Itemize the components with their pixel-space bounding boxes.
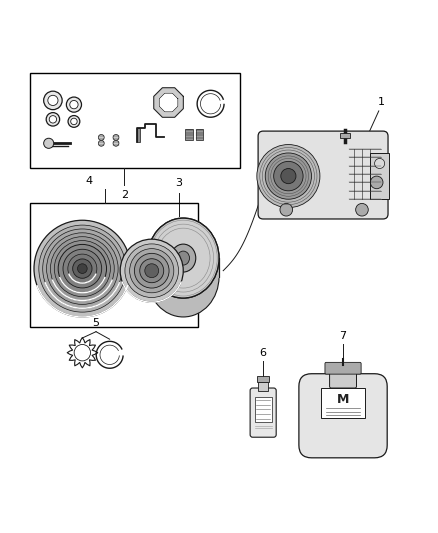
Circle shape (265, 187, 274, 195)
Circle shape (280, 204, 293, 216)
Bar (340, 133, 350, 138)
Polygon shape (148, 258, 219, 277)
Text: 2: 2 (121, 190, 128, 199)
Text: 1: 1 (378, 96, 385, 107)
Bar (255, 397, 272, 422)
Circle shape (42, 229, 122, 308)
Bar (196, 128, 203, 140)
Circle shape (63, 249, 102, 288)
Circle shape (73, 259, 92, 278)
Circle shape (120, 239, 183, 302)
Circle shape (54, 240, 110, 297)
Circle shape (44, 138, 54, 148)
Polygon shape (159, 93, 178, 112)
Circle shape (140, 259, 164, 282)
Polygon shape (137, 128, 140, 142)
Bar (30, 204, 198, 327)
Circle shape (134, 253, 169, 288)
Circle shape (48, 95, 58, 106)
Circle shape (125, 244, 179, 297)
FancyBboxPatch shape (258, 131, 388, 219)
Circle shape (46, 112, 60, 126)
Circle shape (46, 233, 118, 304)
Circle shape (44, 91, 62, 110)
Circle shape (34, 220, 131, 317)
Circle shape (68, 116, 80, 127)
Circle shape (374, 158, 385, 168)
Circle shape (70, 100, 78, 109)
Bar (258, 382, 268, 391)
Bar (371, 153, 389, 199)
Bar (257, 376, 269, 382)
Circle shape (265, 153, 311, 199)
Ellipse shape (148, 237, 219, 317)
Circle shape (98, 134, 104, 140)
Circle shape (49, 116, 57, 123)
Circle shape (67, 97, 81, 112)
Circle shape (257, 144, 320, 208)
Text: 5: 5 (92, 318, 99, 328)
Ellipse shape (171, 244, 196, 272)
Circle shape (98, 140, 104, 146)
Circle shape (58, 245, 106, 293)
Text: 4: 4 (85, 176, 92, 186)
Circle shape (68, 254, 97, 283)
FancyBboxPatch shape (299, 374, 387, 458)
Circle shape (356, 204, 368, 216)
Ellipse shape (148, 218, 219, 298)
FancyBboxPatch shape (329, 370, 357, 388)
Ellipse shape (177, 251, 190, 265)
Bar (321, 387, 365, 418)
Text: 3: 3 (176, 178, 183, 188)
Text: 7: 7 (339, 331, 346, 341)
Bar (185, 128, 193, 140)
Circle shape (371, 176, 383, 189)
Ellipse shape (148, 218, 219, 298)
Text: 6: 6 (260, 348, 267, 358)
Circle shape (71, 118, 77, 125)
Circle shape (113, 134, 119, 140)
Circle shape (145, 264, 159, 278)
Circle shape (130, 248, 174, 293)
Polygon shape (154, 88, 184, 117)
Circle shape (50, 237, 114, 301)
Circle shape (113, 140, 119, 146)
Text: M: M (337, 393, 349, 406)
Circle shape (274, 161, 303, 191)
Circle shape (74, 344, 91, 361)
Circle shape (39, 225, 126, 312)
FancyBboxPatch shape (325, 362, 361, 374)
Circle shape (281, 168, 296, 184)
Circle shape (78, 264, 87, 273)
Bar (30, 73, 240, 168)
FancyBboxPatch shape (250, 388, 276, 437)
